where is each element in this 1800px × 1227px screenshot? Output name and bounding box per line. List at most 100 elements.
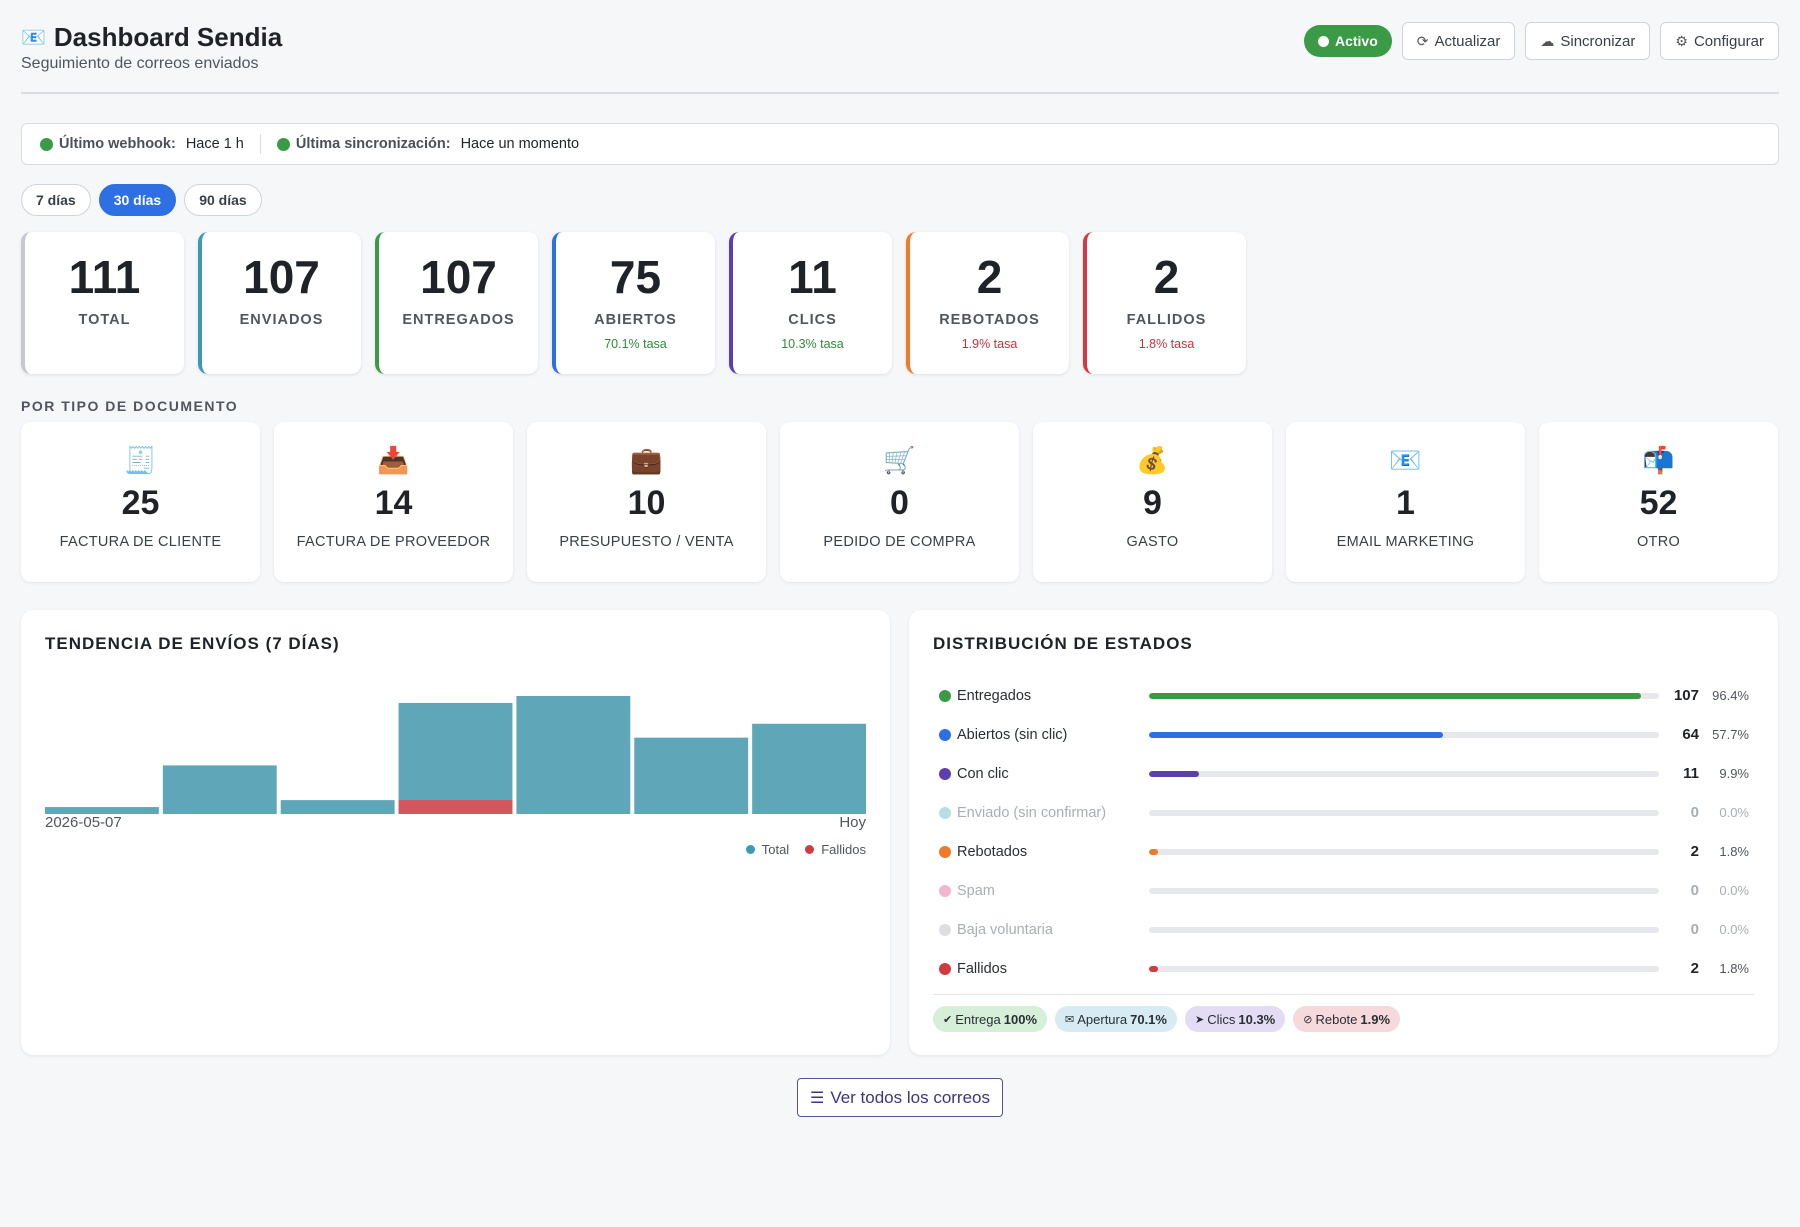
status-row: Baja voluntaria 0 0.0% bbox=[939, 910, 1754, 949]
kpi-label: Rebote bbox=[1315, 1011, 1358, 1027]
status-progress-bar bbox=[1149, 692, 1659, 699]
stat-value: 2 bbox=[1153, 251, 1180, 303]
sync-value: Hace un momento bbox=[460, 136, 580, 152]
refresh-button[interactable]: ⟳ Actualizar bbox=[1401, 22, 1516, 60]
status-percent: 1.8% bbox=[1719, 844, 1749, 859]
ban-icon: ⊘ bbox=[1303, 1013, 1313, 1026]
status-percent: 9.9% bbox=[1719, 766, 1749, 781]
bar-total[interactable] bbox=[45, 807, 159, 814]
status-progress-fill bbox=[1149, 770, 1200, 777]
status-progress-fill bbox=[1149, 731, 1444, 738]
x-axis-end-label: Hoy bbox=[839, 814, 866, 831]
status-name: Spam bbox=[957, 882, 995, 899]
stat-label: ENVIADOS bbox=[239, 312, 324, 328]
status-count: 2 bbox=[1690, 843, 1699, 860]
kpi-value: 100% bbox=[1003, 1011, 1038, 1027]
webhook-label: Último webhook: bbox=[59, 136, 176, 152]
view-all-emails-button[interactable]: ☰ Ver todos los correos bbox=[796, 1078, 1004, 1117]
chart-legend: Total Fallidos bbox=[745, 842, 866, 857]
status-name: Fallidos bbox=[957, 960, 1007, 977]
page-title-text: Dashboard Sendia bbox=[53, 22, 283, 52]
status-row: Rebotados 2 1.8% bbox=[939, 832, 1754, 871]
bar-total[interactable] bbox=[634, 737, 749, 814]
sync-button[interactable]: ☁ Sincronizar bbox=[1525, 22, 1651, 60]
status-name: Entregados bbox=[957, 687, 1032, 704]
stat-label: CLICS bbox=[788, 312, 837, 328]
sync-label: Última sincronización: bbox=[295, 136, 451, 152]
doc-type-label: FACTURA DE CLIENTE bbox=[59, 534, 222, 550]
divider bbox=[933, 994, 1754, 995]
status-row: Abiertos (sin clic) 64 57.7% bbox=[939, 715, 1754, 754]
doc-type-value: 52 bbox=[1639, 484, 1678, 522]
status-progress-bar bbox=[1149, 809, 1659, 816]
doc-type-card: 📬 52 OTRO bbox=[1539, 422, 1778, 582]
envelope-icon: 📧 bbox=[1389, 445, 1422, 475]
legend-total-swatch bbox=[745, 845, 755, 854]
status-dot-icon bbox=[939, 767, 951, 780]
footer: ☰ Ver todos los correos bbox=[21, 1078, 1779, 1117]
doc-type-card: 📥 14 FACTURA DE PROVEEDOR bbox=[274, 422, 513, 582]
trend-title: TENDENCIA DE ENVÍOS (7 DÍAS) bbox=[45, 634, 340, 653]
sync-status: Última sincronización: Hace un momento bbox=[276, 136, 580, 152]
gear-icon: ⚙ bbox=[1675, 32, 1688, 49]
stat-rate: 70.1% tasa bbox=[604, 337, 667, 351]
status-row: Enviado (sin confirmar) 0 0.0% bbox=[939, 793, 1754, 832]
bar-total[interactable] bbox=[162, 765, 277, 814]
sync-status-bar: Último webhook: Hace 1 h Última sincroni… bbox=[21, 123, 1779, 165]
stat-value: 111 bbox=[68, 251, 141, 303]
kpi-badge: ✉ Apertura 70.1% bbox=[1055, 1006, 1177, 1032]
status-name: Baja voluntaria bbox=[957, 921, 1053, 938]
bar-total[interactable] bbox=[752, 723, 866, 814]
stat-label: REBOTADOS bbox=[939, 312, 1040, 328]
bar-total[interactable] bbox=[516, 696, 631, 814]
status-dot-icon bbox=[939, 806, 951, 819]
kpi-label: Apertura bbox=[1077, 1011, 1128, 1027]
webhook-status: Último webhook: Hace 1 h bbox=[40, 136, 244, 152]
legend-failed[interactable]: Fallidos bbox=[805, 842, 866, 857]
list-icon: ☰ bbox=[809, 1089, 825, 1107]
page-title: 📧 Dashboard Sendia bbox=[21, 22, 282, 53]
sync-button-label: Sincronizar bbox=[1560, 32, 1636, 50]
status-dot-icon bbox=[1317, 35, 1329, 47]
refresh-button-label: Actualizar bbox=[1434, 32, 1501, 50]
doc-type-value: 0 bbox=[890, 484, 909, 522]
bar-total[interactable] bbox=[280, 800, 395, 814]
stat-card: 11 CLICS 10.3% tasa bbox=[729, 232, 892, 374]
stat-label: FALLIDOS bbox=[1126, 312, 1207, 328]
stat-card: 75 ABIERTOS 70.1% tasa bbox=[552, 232, 715, 374]
status-percent: 96.4% bbox=[1712, 688, 1749, 703]
legend-failed-swatch bbox=[805, 845, 815, 854]
status-progress-fill bbox=[1149, 965, 1159, 972]
range-tab[interactable]: 30 días bbox=[98, 184, 177, 216]
stat-rate: 10.3% tasa bbox=[781, 337, 844, 351]
status-row: Entregados 107 96.4% bbox=[939, 676, 1754, 715]
bar-total[interactable] bbox=[398, 702, 513, 814]
status-dot-icon bbox=[939, 728, 951, 741]
status-ok-icon bbox=[40, 137, 53, 151]
doc-type-cards: 🧾 25 FACTURA DE CLIENTE 📥 14 FACTURA DE PROVE… bbox=[21, 422, 1779, 582]
status-percent: 0.0% bbox=[1719, 805, 1749, 820]
panels: TENDENCIA DE ENVÍOS (7 DÍAS) 2026-05-07 … bbox=[21, 610, 1779, 1055]
status-dot-icon bbox=[939, 845, 951, 858]
stat-value: 2 bbox=[976, 251, 1003, 303]
legend-total[interactable]: Total bbox=[745, 842, 789, 857]
bar-failed[interactable] bbox=[398, 800, 513, 814]
status-dot-icon bbox=[939, 884, 951, 897]
kpi-label: Clics bbox=[1207, 1011, 1236, 1027]
stat-label: TOTAL bbox=[78, 312, 131, 328]
configure-button[interactable]: ⚙ Configurar bbox=[1660, 22, 1779, 60]
distribution-list: Entregados 107 96.4% Abiertos (sin clic) 64 5… bbox=[939, 676, 1754, 988]
status-row: Con clic 11 9.9% bbox=[939, 754, 1754, 793]
range-tab[interactable]: 90 días bbox=[184, 184, 262, 216]
check-circle-icon: ✔ bbox=[943, 1013, 953, 1026]
doc-type-value: 10 bbox=[627, 484, 666, 522]
stat-value: 107 bbox=[420, 251, 497, 303]
distribution-title: DISTRIBUCIÓN DE ESTADOS bbox=[933, 634, 1193, 653]
receipt-icon: 🧾 bbox=[124, 445, 157, 475]
stat-card: 107 ENVIADOS bbox=[198, 232, 361, 374]
doc-type-label: OTRO bbox=[1636, 534, 1681, 550]
stat-rate: 1.9% tasa bbox=[961, 337, 1018, 351]
status-count: 2 bbox=[1690, 960, 1699, 977]
range-tab[interactable]: 7 días bbox=[21, 184, 91, 216]
status-dot-icon bbox=[939, 962, 951, 975]
